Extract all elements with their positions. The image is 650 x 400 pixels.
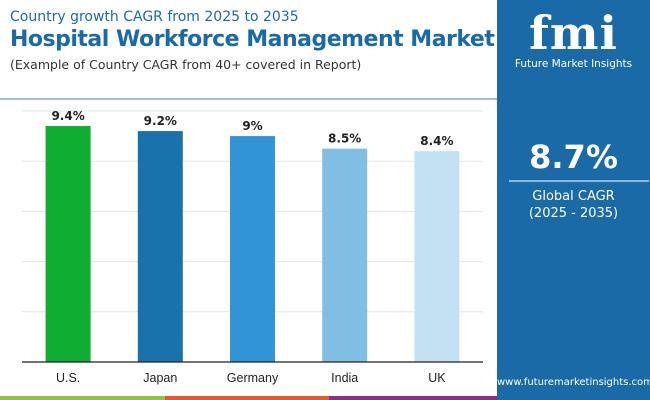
divider xyxy=(509,180,649,182)
chart-title: Hospital Workforce Management Market xyxy=(10,27,495,52)
global-cagr-label: Global CAGR xyxy=(532,189,615,204)
bar-us xyxy=(45,126,91,362)
bar-india xyxy=(322,148,368,362)
x-tick-label: Japan xyxy=(143,371,177,385)
stripe-purple xyxy=(329,396,497,400)
global-cagr-value: 8.7% xyxy=(529,138,618,176)
brand-name: Future Market Insights xyxy=(514,58,633,70)
bar-germany xyxy=(230,136,275,362)
side-panel: fmi Future Market Insights 8.7% Global C… xyxy=(497,0,650,400)
data-label: 8.4% xyxy=(420,134,453,148)
stripe-green xyxy=(0,396,165,400)
fmi-logo: fmi Future Market Insights xyxy=(497,8,650,70)
chart-subtitle: Country growth CAGR from 2025 to 2035 xyxy=(10,9,299,25)
header: Country growth CAGR from 2025 to 2035 Ho… xyxy=(0,0,497,100)
x-tick-label: Germany xyxy=(227,371,279,385)
data-label: 9.4% xyxy=(51,109,84,123)
x-tick-label: India xyxy=(331,371,358,385)
stripe-orange xyxy=(165,396,329,400)
bar-uk xyxy=(414,151,460,362)
x-tick-label: UK xyxy=(428,371,446,385)
chart-note: (Example of Country CAGR from 40+ covere… xyxy=(10,57,362,72)
bar-japan xyxy=(137,131,183,362)
website-url[interactable]: www.futuremarketinsights.com xyxy=(497,377,650,388)
bar-chart: 9.4% U.S. 9.2% Japan 9% Germany 8.5% India 8.4% U… xyxy=(22,109,483,385)
logo-mark: fmi xyxy=(529,6,618,60)
x-tick-label: U.S. xyxy=(56,371,80,385)
data-label: 8.5% xyxy=(328,132,361,146)
data-label: 9% xyxy=(242,119,262,133)
global-cagr-period: (2025 - 2035) xyxy=(528,206,619,221)
data-label: 9.2% xyxy=(144,114,177,128)
